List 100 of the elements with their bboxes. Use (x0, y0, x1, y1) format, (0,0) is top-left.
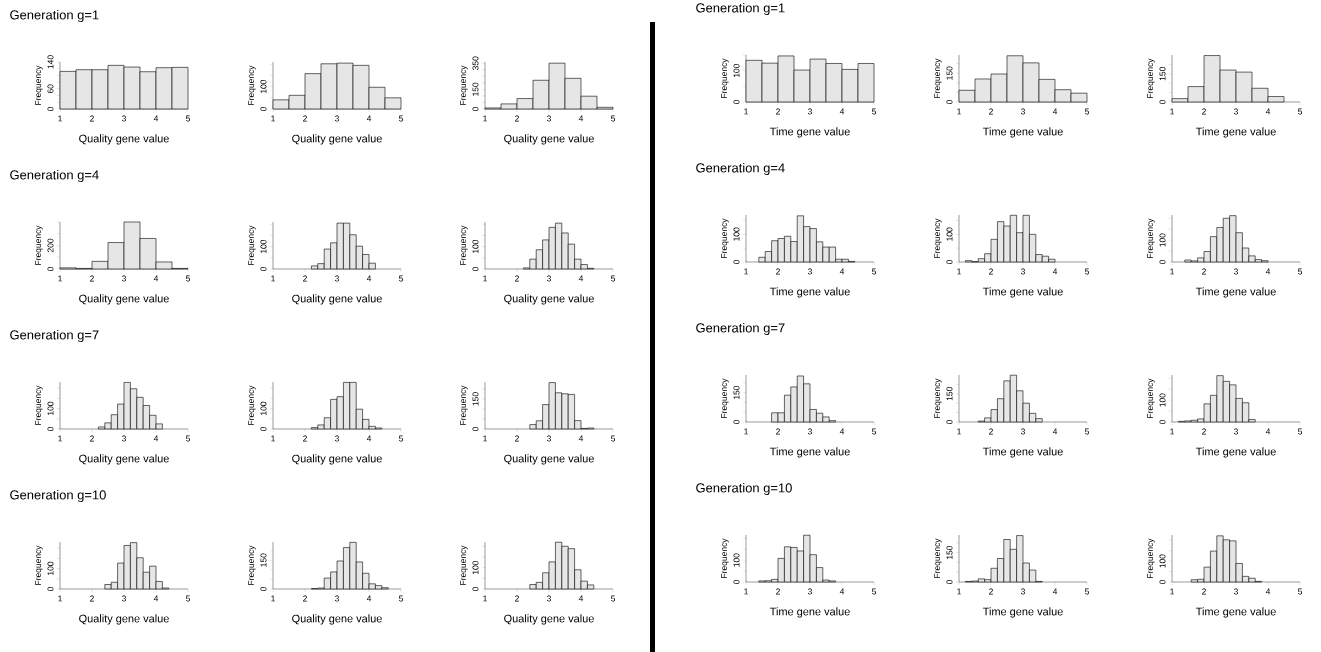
y-tick-label: 0 (733, 579, 740, 585)
y-tick-label: 150 (733, 385, 740, 400)
x-tick-label: 5 (611, 595, 616, 602)
x-tick-label: 1 (58, 595, 62, 602)
x-tick-label: 2 (1202, 268, 1206, 275)
x-tick-label: 1 (744, 268, 748, 275)
x-tick-label: 3 (121, 435, 126, 442)
x-tick-label: 2 (515, 595, 519, 602)
x-tick-label: 4 (839, 588, 845, 595)
x-axis-title: Time gene value (1195, 447, 1276, 458)
x-tick-label: 5 (611, 275, 616, 282)
y-tick-label: 100 (946, 227, 953, 241)
x-tick-label: 4 (1265, 428, 1271, 435)
x-tick-label: 4 (1052, 268, 1058, 275)
x-tick-label: 3 (1233, 268, 1238, 275)
x-tick-label: 1 (483, 435, 487, 442)
x-tick-label: 2 (989, 108, 993, 115)
y-tick-label: 0 (733, 99, 740, 105)
y-tick-label: 0 (1159, 259, 1166, 265)
x-tick-label: 5 (185, 275, 191, 282)
y-tick-label: 0 (260, 106, 267, 112)
x-tick-label: 5 (872, 268, 877, 275)
y-axis-title: Frequency (35, 225, 43, 265)
x-tick-label: 3 (1020, 428, 1025, 435)
chart-title: Generation g=1 (10, 9, 99, 23)
y-axis-title: Frequency (248, 545, 256, 585)
x-tick-label: 4 (578, 275, 584, 282)
x-tick-label: 3 (121, 275, 126, 282)
x-tick-label: 3 (1020, 268, 1025, 275)
x-tick-label: 3 (1020, 588, 1025, 595)
x-tick-label: 3 (334, 275, 339, 282)
x-tick-label: 5 (1298, 268, 1303, 275)
x-tick-label: 2 (90, 275, 94, 282)
x-tick-label: 5 (872, 588, 877, 595)
y-axis-title: Frequency (35, 65, 43, 105)
x-axis-title: Quality gene value (79, 454, 169, 465)
x-axis-title: Quality gene value (79, 134, 169, 145)
x-tick-label: 2 (989, 268, 993, 275)
x-tick-label: 4 (153, 275, 159, 282)
x-tick-label: 4 (839, 268, 845, 275)
chart-title: Generation g=7 (696, 322, 785, 336)
y-tick-label: 0 (1159, 99, 1166, 105)
x-tick-label: 1 (744, 588, 748, 595)
x-tick-label: 3 (807, 108, 812, 115)
y-tick-label: 150 (946, 66, 953, 80)
x-tick-label: 5 (185, 115, 191, 122)
x-tick-label: 5 (1298, 108, 1303, 115)
chart-title: Generation g=10 (696, 482, 792, 496)
x-axis-title: Time gene value (1195, 607, 1276, 618)
y-tick-label: 140 (47, 55, 54, 69)
x-tick-label: 3 (546, 115, 551, 122)
x-tick-label: 5 (1085, 588, 1090, 595)
x-tick-label: 4 (578, 435, 584, 442)
x-tick-label: 2 (303, 435, 307, 442)
x-axis-title: Quality gene value (504, 614, 594, 625)
x-tick-label: 1 (744, 108, 748, 115)
y-tick-label: 0 (47, 106, 54, 112)
y-axis-title: Frequency (35, 385, 43, 425)
x-axis-title: Quality gene value (504, 294, 594, 305)
x-axis-title: Quality gene value (292, 614, 382, 625)
x-tick-label: 1 (58, 435, 62, 442)
x-axis-title: Time gene value (1195, 287, 1276, 298)
y-tick-label: 350 (472, 56, 479, 71)
x-tick-label: 3 (807, 428, 812, 435)
y-axis-title: Frequency (1147, 58, 1155, 98)
x-tick-label: 2 (989, 428, 993, 435)
y-tick-label: 150 (472, 82, 479, 96)
x-tick-label: 1 (271, 435, 275, 442)
y-axis-title: Frequency (1147, 538, 1155, 578)
x-tick-label: 4 (1265, 588, 1271, 595)
x-tick-label: 5 (872, 108, 877, 115)
x-tick-label: 4 (366, 435, 372, 442)
x-axis-title: Quality gene value (504, 454, 594, 465)
y-tick-label: 60 (47, 84, 54, 94)
x-tick-label: 4 (839, 108, 845, 115)
y-tick-label: 100 (733, 227, 740, 241)
x-tick-label: 5 (398, 275, 404, 282)
x-tick-label: 1 (957, 428, 961, 435)
x-tick-label: 3 (1233, 108, 1238, 115)
x-tick-label: 5 (1085, 428, 1090, 435)
x-tick-label: 5 (872, 428, 877, 435)
x-tick-label: 4 (153, 435, 159, 442)
x-axis-title: Time gene value (982, 127, 1063, 138)
y-tick-label: 0 (1159, 579, 1166, 585)
y-axis-title: Frequency (934, 58, 942, 98)
y-tick-label: 100 (1159, 393, 1166, 407)
x-tick-label: 4 (366, 275, 372, 282)
x-tick-label: 2 (90, 115, 94, 122)
y-tick-label: 0 (260, 586, 267, 592)
x-tick-label: 1 (957, 268, 961, 275)
y-tick-label: 0 (946, 579, 953, 585)
x-tick-label: 1 (483, 115, 487, 122)
y-tick-label: 0 (260, 266, 267, 272)
x-tick-label: 3 (807, 588, 812, 595)
y-tick-label: 100 (1159, 554, 1166, 568)
x-tick-label: 4 (153, 595, 159, 602)
x-tick-label: 4 (366, 115, 372, 122)
y-axis-title: Frequency (721, 538, 729, 578)
y-tick-label: 0 (47, 586, 54, 592)
y-axis-title: Frequency (934, 378, 942, 418)
